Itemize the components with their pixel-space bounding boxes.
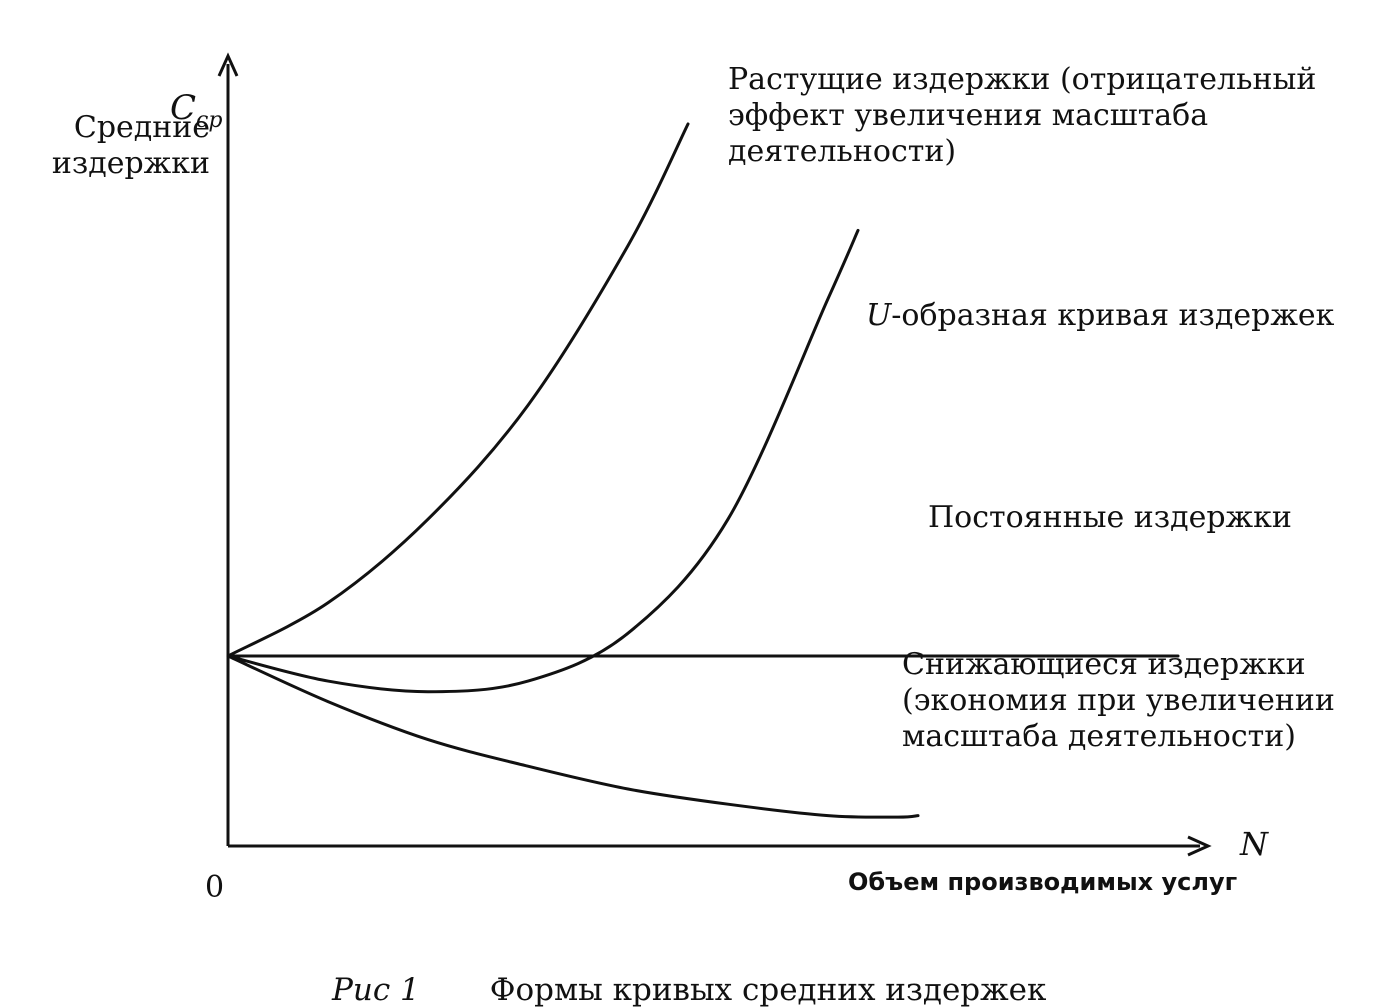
series-group <box>226 122 1180 819</box>
x-axis-label: Объем производимых услуг <box>848 868 1238 896</box>
y-axis-label: Средние издержки <box>51 110 210 181</box>
y-axis-arrow <box>217 52 239 77</box>
series-label-u-shaped: U-образная кривая издержек <box>866 298 1335 333</box>
series-label-rising: Растущие издержки (отрицательный эффект … <box>728 62 1317 169</box>
x-axis-arrow <box>1187 835 1212 857</box>
axes <box>217 52 1212 857</box>
series-label-constant: Постоянные издержки <box>928 500 1292 535</box>
series-line-falling <box>226 654 920 819</box>
series-line-u-shaped <box>226 228 860 694</box>
origin-label: 0 <box>205 870 225 905</box>
series-line-rising <box>226 122 690 658</box>
chart-title: Формы кривых средних издержек <box>489 972 1047 1008</box>
series-label-u-prefix: U <box>866 298 892 333</box>
figure-label: Рис 1 <box>332 972 420 1008</box>
x-axis-symbol: N <box>1240 825 1268 863</box>
series-label-falling: Снижающиеся издержки (экономия при увели… <box>902 647 1335 754</box>
figure-caption: Рис 1 Формы кривых средних издержек <box>332 936 1046 1008</box>
y-axis-symbol: Cср <box>170 88 223 133</box>
